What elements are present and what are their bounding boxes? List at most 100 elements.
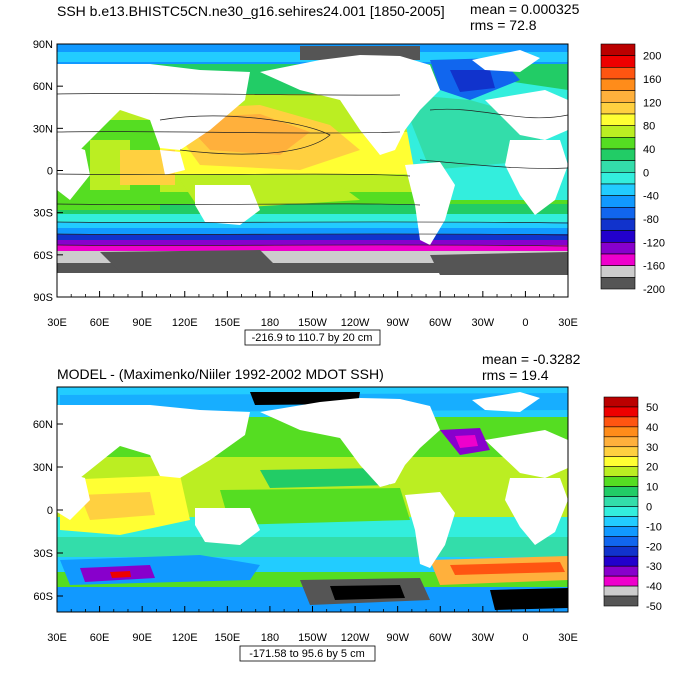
bottom-y-tick-label: 0 <box>47 505 53 517</box>
top-x-tick-label: 120E <box>172 317 198 329</box>
bottom-colorbar-label: 20 <box>646 462 658 474</box>
bottom-colorbar-swatch <box>603 595 639 607</box>
bottom-range-label: -171.58 to 95.6 by 5 cm <box>249 648 365 660</box>
bottom-colorbar-swatch <box>603 496 639 507</box>
top-y-tick-label: 30S <box>33 208 53 220</box>
top-y-ticks: 90N 60N 30N 0 30S 60S 90S <box>33 39 63 304</box>
top-y-tick-label: 0 <box>47 166 53 178</box>
top-x-tick-label: 180 <box>261 317 279 329</box>
top-colorbar: 200 160 120 80 40 0 -40 -80 -120 -160 -200 <box>600 43 665 296</box>
bottom-x-tick-label: 60E <box>90 632 110 644</box>
bottom-colorbar-label: 50 <box>646 402 658 414</box>
bottom-colorbar-label: 0 <box>646 501 652 513</box>
bottom-colorbar-swatch <box>603 555 639 567</box>
bottom-x-tick-label: 90E <box>132 632 152 644</box>
bottom-colorbar-swatch <box>603 416 639 428</box>
top-mean: mean = 0.000325 <box>470 1 580 17</box>
top-rms: rms = 72.8 <box>470 17 537 33</box>
top-colorbar-swatch <box>600 43 636 56</box>
bottom-x-tick-label: 150E <box>214 632 240 644</box>
top-panel: SSH b.e13.BHISTC5CN.ne30_g16.sehires24.0… <box>33 1 665 346</box>
bottom-panel: MODEL - (Maximenko/Niiler 1992-2002 MDOT… <box>33 351 662 662</box>
top-contours <box>57 93 568 247</box>
bottom-colorbar-swatch <box>603 446 639 458</box>
top-y-tick-label: 60N <box>33 81 53 93</box>
bottom-land-mask <box>57 392 568 568</box>
bottom-colorbar-label: -20 <box>646 541 662 553</box>
top-colorbar-swatch <box>600 55 636 68</box>
bottom-colorbar-swatch <box>603 575 639 587</box>
bottom-colorbar-swatch <box>603 406 639 418</box>
bottom-colorbar-swatch <box>603 396 639 408</box>
bottom-colorbar-swatch <box>603 506 639 517</box>
bottom-colorbar-swatch <box>603 466 639 477</box>
bottom-x-tick-label: 120E <box>172 632 198 644</box>
top-x-tick-label: 30E <box>558 317 578 329</box>
bottom-range-box <box>239 645 376 662</box>
top-x-tick-label: 30W <box>472 317 495 329</box>
bottom-colorbar-swatch <box>603 516 639 527</box>
top-colorbar-label: 0 <box>643 167 649 179</box>
top-colorbar-label: -200 <box>643 284 665 296</box>
top-colorbar-swatch <box>600 218 636 231</box>
top-colorbar-swatch <box>600 125 636 138</box>
bottom-x-tick-label: 30W <box>472 632 495 644</box>
top-colorbar-swatch <box>600 137 636 150</box>
bottom-x-ticks: 30E 60E 90E 120E 150E 180 150W 120W 90W 60W 30W 0 30… <box>47 606 578 644</box>
bottom-x-tick-label: 120W <box>341 632 370 644</box>
bottom-ssh-diff-field <box>57 387 568 612</box>
bottom-colorbar-swatch <box>603 456 639 467</box>
bottom-x-tick-label: 60W <box>429 632 452 644</box>
top-colorbar-swatch <box>600 90 636 103</box>
bottom-mean: mean = -0.3282 <box>482 351 581 367</box>
top-title: SSH b.e13.BHISTC5CN.ne30_g16.sehires24.0… <box>57 3 445 19</box>
top-colorbar-label: 200 <box>643 51 661 63</box>
bottom-x-tick-label: 30E <box>558 632 578 644</box>
bottom-colorbar-swatch <box>603 545 639 557</box>
top-y-tick-label: 30N <box>33 123 53 135</box>
bottom-y-tick-label: 30N <box>33 462 53 474</box>
bottom-colorbar-label: -40 <box>646 581 662 593</box>
top-range-box <box>244 329 381 346</box>
bottom-y-tick-label: 60N <box>33 419 53 431</box>
bottom-colorbar-swatch <box>603 486 639 497</box>
bottom-x-tick-label: 30E <box>47 632 67 644</box>
top-colorbar-swatch <box>600 102 636 115</box>
top-colorbar-label: 160 <box>643 74 661 86</box>
bottom-y-tick-label: 60S <box>33 591 53 603</box>
top-colorbar-swatch <box>600 172 636 185</box>
top-colorbar-label: -40 <box>643 191 659 203</box>
bottom-y-tick-label: 30S <box>33 548 53 560</box>
top-x-tick-label: 30E <box>47 317 67 329</box>
top-colorbar-swatch <box>600 160 636 173</box>
bottom-y-ticks: 60N 30N 0 30S 60S <box>33 419 63 603</box>
top-x-tick-label: 90W <box>386 317 409 329</box>
top-ssh-field <box>57 44 568 297</box>
bottom-colorbar-swatch <box>603 585 639 597</box>
bottom-colorbar-swatch <box>603 565 639 577</box>
top-colorbar-swatch <box>600 230 636 243</box>
top-x-tick-label: 120W <box>341 317 370 329</box>
bottom-colorbar-swatch <box>603 526 639 537</box>
top-colorbar-swatch <box>600 265 636 278</box>
bottom-colorbar-label: -10 <box>646 521 662 533</box>
top-y-tick-label: 60S <box>33 250 53 262</box>
bottom-colorbar-label: 40 <box>646 422 658 434</box>
top-x-tick-label: 60E <box>90 317 110 329</box>
top-colorbar-swatch <box>600 277 636 290</box>
top-x-tick-label: 150W <box>298 317 327 329</box>
top-land-mask <box>57 50 568 297</box>
top-colorbar-swatch <box>600 195 636 208</box>
bottom-colorbar-swatch <box>603 426 639 438</box>
top-colorbar-label: 120 <box>643 97 661 109</box>
top-colorbar-swatch <box>600 242 636 255</box>
top-x-tick-label: 60W <box>429 317 452 329</box>
bottom-colorbar-label: 30 <box>646 442 658 454</box>
top-x-tick-label: 90E <box>132 317 152 329</box>
bottom-x-tick-label: 180 <box>261 632 279 644</box>
bottom-colorbar-swatch <box>603 476 639 487</box>
bottom-colorbar-label: -30 <box>646 561 662 573</box>
bottom-title: MODEL - (Maximenko/Niiler 1992-2002 MDOT… <box>57 366 384 382</box>
bottom-colorbar-swatch <box>603 436 639 448</box>
